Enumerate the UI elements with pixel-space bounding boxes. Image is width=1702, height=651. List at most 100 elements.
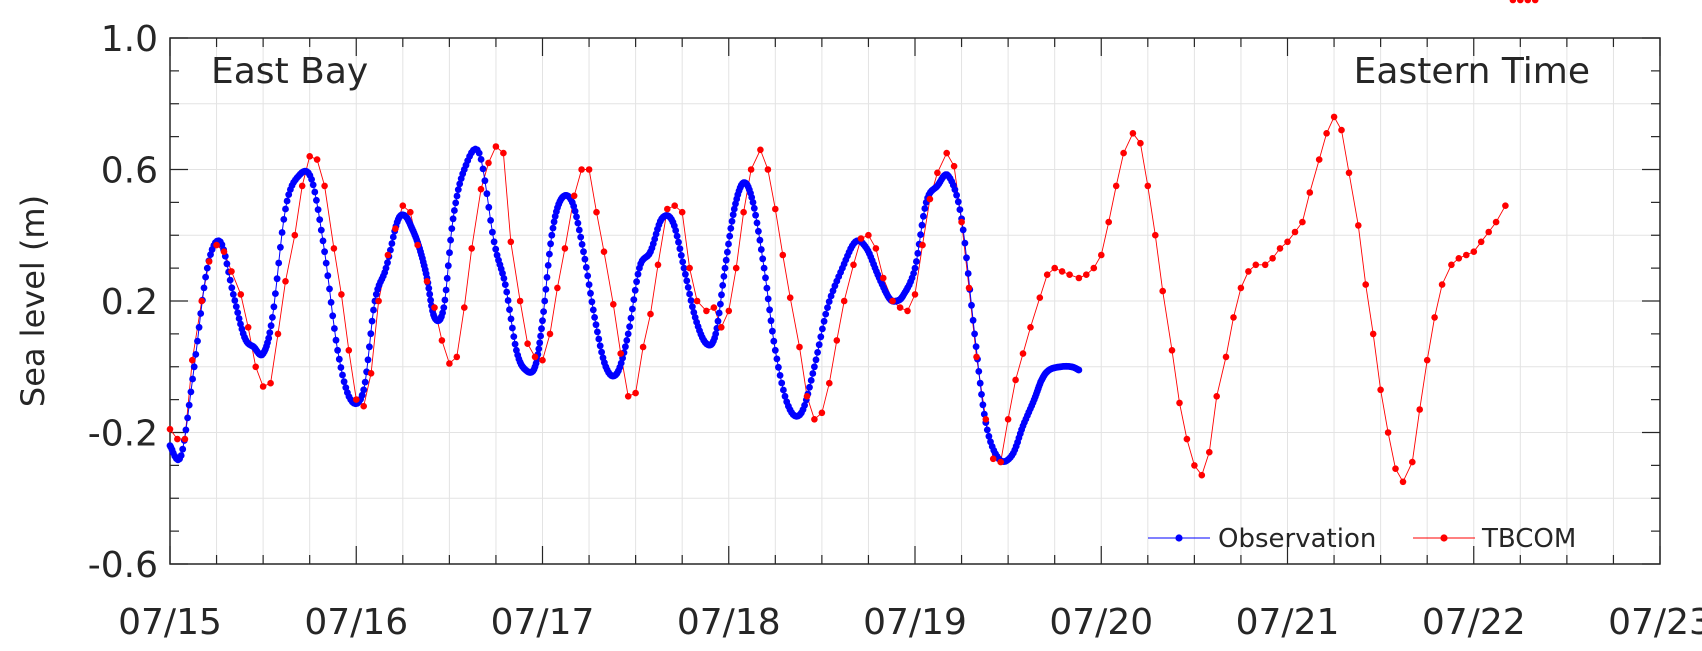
observation-point <box>179 445 187 453</box>
tbcom-point <box>958 218 965 226</box>
observation-point <box>364 356 372 364</box>
observation-point <box>718 291 725 299</box>
observation-point <box>388 240 396 247</box>
tbcom-point <box>610 301 617 308</box>
observation-point <box>446 249 453 257</box>
observation-point <box>801 401 808 409</box>
observation-point <box>442 286 450 294</box>
tbcom-point <box>252 363 259 371</box>
tbcom-point <box>578 166 585 173</box>
observation-point <box>627 314 635 322</box>
observation-point <box>598 348 605 356</box>
observation-point <box>712 330 720 338</box>
observation-point <box>448 225 456 233</box>
observation-point <box>200 284 208 292</box>
observation-point <box>719 282 727 289</box>
x-tick-label: 07/16 <box>304 602 408 643</box>
tbcom-point <box>796 343 803 351</box>
tbcom-point <box>1470 248 1478 255</box>
tbcom-point <box>1492 218 1500 226</box>
observation-point <box>814 349 821 356</box>
observation-point <box>591 314 598 321</box>
tbcom-point <box>632 389 639 397</box>
observation-point <box>537 332 544 340</box>
observation-point <box>767 317 775 325</box>
observation-point <box>447 236 454 244</box>
tbcom-point <box>1075 274 1083 282</box>
observation-point <box>490 238 498 246</box>
tbcom-point <box>1463 251 1470 259</box>
observation-point <box>911 264 919 272</box>
tbcom-point <box>1338 126 1345 134</box>
tbcom-point <box>1112 182 1120 190</box>
observation-point <box>489 228 496 236</box>
tbcom-point <box>1399 478 1407 486</box>
tbcom-point <box>438 337 446 344</box>
observation-point <box>971 330 978 338</box>
tbcom-point <box>624 393 632 400</box>
observation-point <box>629 305 636 313</box>
observation-point <box>969 316 977 324</box>
tbcom-point <box>880 274 887 282</box>
observation-point <box>762 274 769 282</box>
observation-point <box>976 379 984 387</box>
observation-point <box>626 323 633 330</box>
observation-point <box>384 259 391 267</box>
tbcom-point <box>919 241 926 249</box>
observation-point <box>507 315 515 323</box>
observation-point <box>964 270 972 277</box>
tbcom-point <box>1066 271 1073 279</box>
tbcom-point <box>678 208 686 216</box>
observation-point <box>280 216 288 223</box>
observation-point <box>577 233 585 241</box>
observation-point <box>781 392 789 400</box>
observation-point <box>439 309 446 317</box>
observation-point <box>510 333 518 340</box>
observation-point <box>444 262 452 270</box>
observation-point <box>773 355 781 363</box>
tbcom-point <box>779 251 787 259</box>
tbcom-point <box>166 425 174 433</box>
observation-point <box>452 199 460 207</box>
tbcom-point <box>291 231 299 239</box>
observation-point <box>370 306 377 314</box>
observation-point <box>574 219 582 227</box>
observation-point <box>587 289 594 297</box>
observation-point <box>634 270 642 278</box>
observation-point <box>585 281 593 288</box>
x-tick-label: 07/20 <box>1049 602 1153 643</box>
observation-point <box>177 452 185 459</box>
observation-point <box>506 306 513 313</box>
observation-point <box>683 277 691 285</box>
tbcom-point <box>1315 156 1323 163</box>
observation-point <box>194 337 201 345</box>
tbcom-point <box>1485 228 1492 236</box>
observation-point <box>548 231 556 239</box>
observation-point <box>979 401 987 409</box>
observation-point <box>535 345 543 353</box>
x-tick-label: 07/15 <box>118 602 222 643</box>
tbcom-point <box>1369 330 1377 338</box>
tbcom-point <box>375 297 382 305</box>
observation-point <box>427 296 434 304</box>
tbcom-point <box>1019 350 1027 357</box>
tbcom-point <box>244 324 252 331</box>
observation-point <box>546 250 553 258</box>
tbcom-point <box>1384 429 1392 436</box>
observation-point <box>229 291 237 298</box>
observation-point <box>282 205 289 213</box>
tbcom-point <box>1502 202 1509 209</box>
observation-point <box>956 206 964 214</box>
tbcom-point <box>1345 169 1353 177</box>
observation-point <box>203 264 211 272</box>
observation-point <box>504 297 512 304</box>
observation-point <box>483 190 491 198</box>
observation-point <box>975 368 983 375</box>
observation-point <box>917 231 924 239</box>
tbcom-point <box>718 324 725 331</box>
observation-point <box>360 386 368 394</box>
observation-point <box>283 197 291 205</box>
tbcom-point <box>1291 228 1299 236</box>
tbcom-point <box>267 379 274 387</box>
observation-point <box>189 375 197 383</box>
